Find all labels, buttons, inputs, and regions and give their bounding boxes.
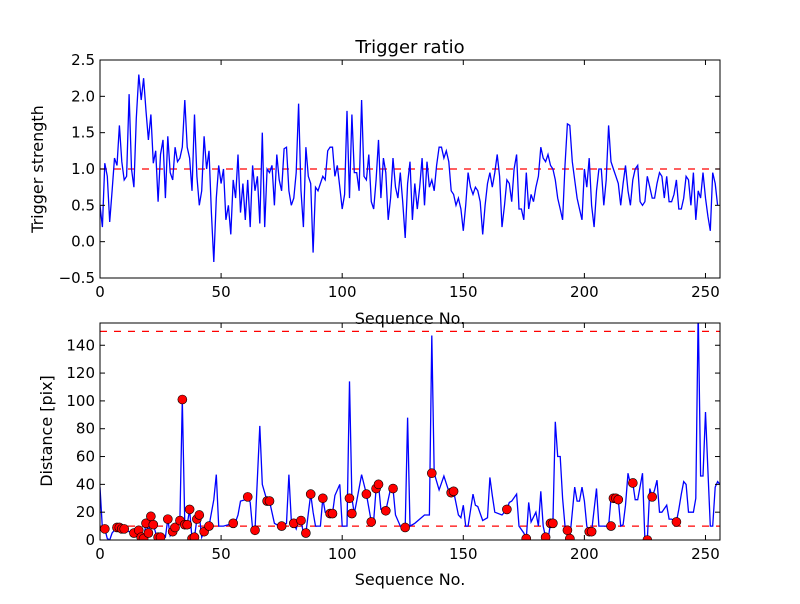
y-tick-label: 60 xyxy=(76,448,95,466)
x-tick-label: 0 xyxy=(95,283,105,301)
data-point-marker xyxy=(647,492,657,502)
data-point-marker xyxy=(184,504,195,515)
x-tick-label: 250 xyxy=(691,545,720,563)
x-tick-label: 100 xyxy=(328,545,357,563)
y-axis-label-bottom: Distance [pix] xyxy=(37,375,56,487)
data-point-marker xyxy=(155,532,166,540)
x-tick-label: 150 xyxy=(449,545,478,563)
data-point-marker xyxy=(301,528,311,538)
data-point-marker xyxy=(327,508,338,519)
y-tick-label: 0.0 xyxy=(71,233,95,251)
y-tick-label: −0.5 xyxy=(59,269,95,287)
data-point-marker xyxy=(366,517,377,527)
y-tick-label: 2.5 xyxy=(71,51,95,69)
data-point-marker xyxy=(361,489,372,499)
data-point-marker xyxy=(448,486,459,497)
data-point-marker xyxy=(388,483,398,494)
y-tick-label: 0 xyxy=(85,531,95,549)
data-point-marker xyxy=(194,510,205,520)
x-tick-label: 100 xyxy=(328,283,357,301)
data-point-marker xyxy=(250,525,260,536)
data-point-marker xyxy=(177,394,188,405)
data-point-marker xyxy=(189,532,200,540)
data-point-marker xyxy=(426,468,437,479)
series-line xyxy=(100,74,719,263)
data-point-marker xyxy=(586,526,597,537)
data-point-marker xyxy=(642,535,653,540)
x-tick-label: 200 xyxy=(570,545,599,563)
data-point-marker xyxy=(565,533,575,540)
y-tick-label: 140 xyxy=(66,336,95,354)
data-point-marker xyxy=(264,496,275,506)
top-plot: 0 50 100 150 200 250 −0.5 0.0 0.5 1.0 1.5 2.0 2.5 xyxy=(59,51,721,301)
data-point-marker xyxy=(204,521,214,531)
x-tick-label: 50 xyxy=(212,283,231,301)
data-point-marker xyxy=(502,504,512,515)
bottom-plot: 0 50 100 150 200 250 0 20 40 60 80 100 120 140 xyxy=(66,322,721,563)
y-axis-label-top: Trigger strength xyxy=(28,105,47,234)
data-point-marker xyxy=(613,494,624,505)
y-tick-label: 20 xyxy=(76,503,95,521)
data-point-marker xyxy=(344,493,355,504)
data-point-marker xyxy=(296,515,306,526)
y-tick-label: 120 xyxy=(66,364,95,382)
data-point-marker xyxy=(521,533,532,540)
x-tick-label: 250 xyxy=(691,283,720,301)
x-tick-label: 150 xyxy=(449,283,478,301)
x-axis-label-bottom: Sequence No. xyxy=(355,570,466,589)
axes-frame xyxy=(99,322,721,541)
data-point-marker xyxy=(276,521,287,531)
data-point-marker xyxy=(373,479,384,490)
data-point-marker xyxy=(119,524,130,534)
data-point-marker xyxy=(540,532,551,540)
y-tick-label: 1.0 xyxy=(71,160,95,178)
data-point-marker xyxy=(143,528,154,538)
y-tick-label: 1.5 xyxy=(71,124,95,142)
data-point-marker xyxy=(228,518,239,529)
data-point-marker xyxy=(380,505,391,516)
y-tick-label: 2.0 xyxy=(71,87,95,105)
x-tick-label: 200 xyxy=(570,283,599,301)
x-tick-label: 50 xyxy=(212,545,231,563)
data-point-marker xyxy=(242,492,253,502)
x-tick-label: 0 xyxy=(95,545,105,563)
data-point-marker xyxy=(100,524,110,534)
data-point-marker xyxy=(671,517,682,527)
data-point-marker xyxy=(400,522,410,533)
data-point-marker xyxy=(347,508,357,519)
y-tick-label: 100 xyxy=(66,392,95,410)
data-point-marker xyxy=(146,511,156,522)
data-point-marker xyxy=(562,525,573,536)
x-axis-label-top: Sequence No. xyxy=(355,309,466,328)
data-point-marker xyxy=(628,478,638,488)
data-point-marker xyxy=(170,522,180,533)
data-point-marker xyxy=(305,489,316,499)
data-point-marker xyxy=(163,514,173,524)
data-point-marker xyxy=(182,519,192,530)
y-tick-label: 80 xyxy=(76,420,95,438)
y-tick-label: 0.5 xyxy=(71,196,95,214)
data-point-marker xyxy=(318,493,328,504)
data-point-marker xyxy=(548,518,558,529)
data-point-marker xyxy=(606,521,616,531)
chart-title: Trigger ratio xyxy=(354,37,464,58)
y-tick-label: 40 xyxy=(76,475,95,493)
data-point-marker xyxy=(148,519,159,530)
series-line xyxy=(100,323,720,540)
